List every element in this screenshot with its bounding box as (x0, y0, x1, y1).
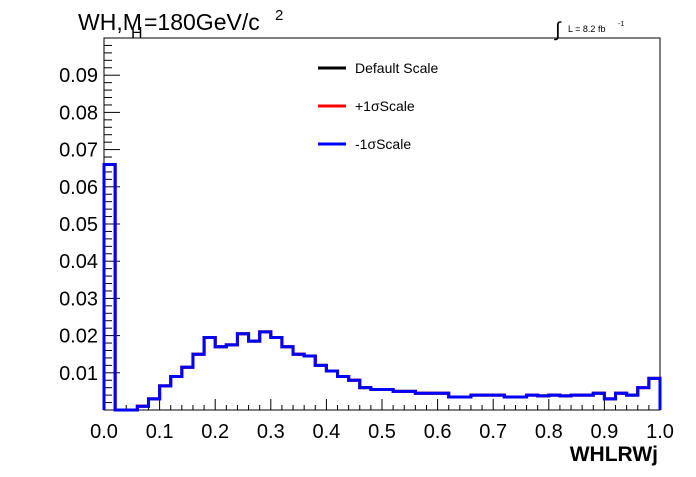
x-tick-label: 1.0 (646, 421, 674, 443)
x-axis-label: WHLRWj (570, 443, 658, 466)
series-line-1 (102, 162, 662, 412)
x-tick-label: 0.6 (424, 421, 452, 443)
x-tick-label: 0.5 (368, 421, 396, 443)
chart-title: WH,M H =180GeV/c 2 (78, 7, 283, 42)
x-tick-label: 0.3 (257, 421, 285, 443)
y-tick-label: 0.07 (59, 140, 98, 162)
x-tick-label: 0.7 (479, 421, 507, 443)
y-tick-label: 0.05 (59, 214, 98, 236)
legend-label-0: Default Scale (355, 60, 438, 76)
x-tick-label: 0.8 (535, 421, 563, 443)
legend: Default Scale +1σScale -1σScale (318, 60, 438, 152)
x-tick-label: 0.0 (90, 421, 118, 443)
luminosity-superscript: -1 (618, 21, 624, 28)
x-tick-label: 0.2 (201, 421, 229, 443)
integral-symbol: ∫ (554, 19, 562, 41)
plot-frame (103, 37, 661, 411)
y-tick-label: 0.04 (59, 251, 98, 273)
luminosity-text: L = 8.2 fb (568, 24, 605, 34)
y-tick-label: 0.09 (59, 65, 98, 87)
luminosity-label: ∫ L = 8.2 fb -1 (554, 19, 624, 41)
title-subscript: H (131, 25, 143, 42)
x-tick-label: 0.9 (590, 421, 618, 443)
y-tick-label: 0.01 (59, 363, 98, 385)
y-tick-label: 0.06 (59, 177, 98, 199)
title-prefix: WH,M (78, 9, 142, 35)
y-tick-label: 0.02 (59, 326, 98, 348)
title-main: =180GeV/c (144, 9, 260, 35)
title-superscript: 2 (275, 7, 283, 24)
y-tick-label: 0.03 (59, 288, 98, 310)
x-tick-label: 0.4 (312, 421, 340, 443)
x-axis: 0.0 0.1 0.2 0.3 0.4 0.5 0.6 0.7 0.8 0.9 1.0 (90, 399, 674, 443)
series-group (102, 162, 662, 412)
series-line-2 (102, 162, 662, 412)
y-axis: 0.01 0.02 0.03 0.04 0.05 0.06 0.07 0.08 0.09 (59, 44, 120, 404)
x-tick-label: 0.1 (146, 421, 174, 443)
legend-label-1: +1σScale (355, 98, 415, 114)
y-tick-label: 0.08 (59, 102, 98, 124)
series-line-0 (102, 162, 662, 412)
legend-label-2: -1σScale (355, 136, 411, 152)
